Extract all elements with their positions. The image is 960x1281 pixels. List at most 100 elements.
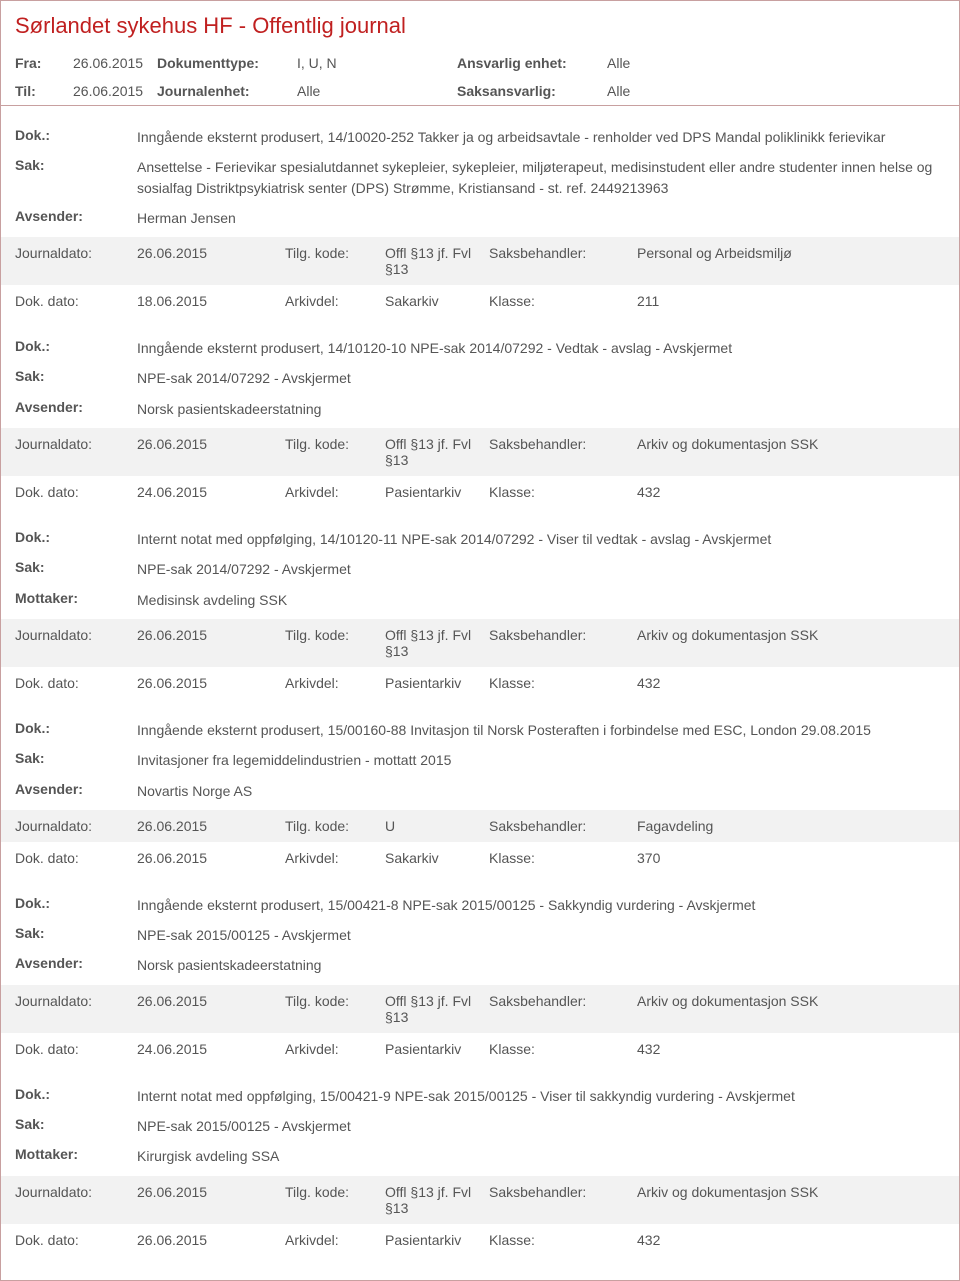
entry-top: Dok.: Internt notat med oppfølging, 14/1… (1, 518, 959, 619)
dokdato-value: 18.06.2015 (137, 293, 285, 309)
party-value: Medisinsk avdeling SSK (137, 590, 945, 610)
sak-label: Sak: (15, 157, 137, 198)
tilgkode-value: U (385, 818, 489, 834)
dokdato-value: 26.06.2015 (137, 850, 285, 866)
journaldato-label: Journaldato: (15, 245, 137, 277)
ansvarlig-value: Alle (607, 55, 630, 71)
party-label: Mottaker: (15, 1146, 137, 1166)
saksbehandler-value: Arkiv og dokumentasjon SSK (637, 993, 945, 1025)
detail-row-1: Journaldato: 26.06.2015 Tilg. kode: U Sa… (1, 810, 959, 842)
dok-label: Dok.: (15, 720, 137, 740)
detail-row-2: Dok. dato: 24.06.2015 Arkivdel: Pasienta… (1, 476, 959, 508)
party-row: Mottaker: Medisinsk avdeling SSK (15, 585, 945, 615)
dok-value: Inngående eksternt produsert, 15/00421-8… (137, 895, 945, 915)
sak-row: Sak: NPE-sak 2015/00125 - Avskjermet (15, 1111, 945, 1141)
klasse-value: 211 (637, 293, 945, 309)
journaldato-label: Journaldato: (15, 1184, 137, 1216)
dok-value: Internt notat med oppfølging, 14/10120-1… (137, 529, 945, 549)
dokdato-label: Dok. dato: (15, 1041, 137, 1057)
sak-row: Sak: NPE-sak 2014/07292 - Avskjermet (15, 363, 945, 393)
fra-label: Fra: (15, 55, 73, 71)
entry-top: Dok.: Inngående eksternt produsert, 14/1… (1, 116, 959, 237)
party-row: Avsender: Novartis Norge AS (15, 776, 945, 806)
dokdato-label: Dok. dato: (15, 1232, 137, 1248)
page-title: Sørlandet sykehus HF - Offentlig journal (1, 1, 959, 49)
klasse-label: Klasse: (489, 484, 637, 500)
party-row: Avsender: Herman Jensen (15, 203, 945, 233)
arkivdel-value: Pasientarkiv (385, 675, 489, 691)
til-date: 26.06.2015 (73, 83, 157, 99)
journal-entry: Dok.: Internt notat med oppfølging, 15/0… (1, 1075, 959, 1256)
klasse-label: Klasse: (489, 1041, 637, 1057)
saksbehandler-label: Saksbehandler: (489, 436, 637, 468)
sak-row: Sak: NPE-sak 2015/00125 - Avskjermet (15, 920, 945, 950)
journal-entry: Dok.: Inngående eksternt produsert, 15/0… (1, 884, 959, 1065)
party-label: Avsender: (15, 955, 137, 975)
dok-row: Dok.: Inngående eksternt produsert, 14/1… (15, 122, 945, 152)
dok-row: Dok.: Internt notat med oppfølging, 15/0… (15, 1081, 945, 1111)
detail-row-2: Dok. dato: 24.06.2015 Arkivdel: Pasienta… (1, 1033, 959, 1065)
detail-row-2: Dok. dato: 26.06.2015 Arkivdel: Pasienta… (1, 667, 959, 699)
dokdato-value: 26.06.2015 (137, 675, 285, 691)
dok-row: Dok.: Inngående eksternt produsert, 15/0… (15, 890, 945, 920)
journal-entry: Dok.: Internt notat med oppfølging, 14/1… (1, 518, 959, 699)
party-label: Mottaker: (15, 590, 137, 610)
arkivdel-label: Arkivdel: (285, 484, 385, 500)
page-header: Sørlandet sykehus HF - Offentlig journal… (1, 1, 959, 106)
entry-top: Dok.: Inngående eksternt produsert, 15/0… (1, 709, 959, 810)
tilgkode-value: Offl §13 jf. Fvl §13 (385, 1184, 489, 1216)
journal-entry: Dok.: Inngående eksternt produsert, 14/1… (1, 116, 959, 317)
journal-page: Sørlandet sykehus HF - Offentlig journal… (0, 0, 960, 1281)
saksbehandler-value: Arkiv og dokumentasjon SSK (637, 627, 945, 659)
klasse-label: Klasse: (489, 293, 637, 309)
arkivdel-value: Sakarkiv (385, 850, 489, 866)
arkivdel-value: Pasientarkiv (385, 484, 489, 500)
journalenhet-label: Journalenhet: (157, 83, 297, 99)
tilgkode-label: Tilg. kode: (285, 818, 385, 834)
doktype-value: I, U, N (297, 55, 457, 71)
party-value: Kirurgisk avdeling SSA (137, 1146, 945, 1166)
detail-row-1: Journaldato: 26.06.2015 Tilg. kode: Offl… (1, 985, 959, 1033)
party-value: Norsk pasientskadeerstatning (137, 399, 945, 419)
detail-row-2: Dok. dato: 18.06.2015 Arkivdel: Sakarkiv… (1, 285, 959, 317)
sak-value: NPE-sak 2014/07292 - Avskjermet (137, 368, 945, 388)
klasse-value: 432 (637, 484, 945, 500)
saksbehandler-value: Personal og Arbeidsmiljø (637, 245, 945, 277)
entries-list: Dok.: Inngående eksternt produsert, 14/1… (1, 116, 959, 1276)
dokdato-value: 24.06.2015 (137, 484, 285, 500)
saksbehandler-label: Saksbehandler: (489, 993, 637, 1025)
sak-label: Sak: (15, 1116, 137, 1136)
klasse-label: Klasse: (489, 850, 637, 866)
sak-label: Sak: (15, 368, 137, 388)
sak-value: NPE-sak 2015/00125 - Avskjermet (137, 925, 945, 945)
party-value: Herman Jensen (137, 208, 945, 228)
arkivdel-label: Arkivdel: (285, 850, 385, 866)
sak-row: Sak: NPE-sak 2014/07292 - Avskjermet (15, 554, 945, 584)
tilgkode-value: Offl §13 jf. Fvl §13 (385, 993, 489, 1025)
sak-value: Invitasjoner fra legemiddelindustrien - … (137, 750, 945, 770)
arkivdel-value: Pasientarkiv (385, 1041, 489, 1057)
til-label: Til: (15, 83, 73, 99)
dok-value: Inngående eksternt produsert, 15/00160-8… (137, 720, 945, 740)
saksbehandler-label: Saksbehandler: (489, 1184, 637, 1216)
tilgkode-label: Tilg. kode: (285, 436, 385, 468)
journal-entry: Dok.: Inngående eksternt produsert, 14/1… (1, 327, 959, 508)
dok-label: Dok.: (15, 338, 137, 358)
sak-label: Sak: (15, 559, 137, 579)
dok-value: Inngående eksternt produsert, 14/10020-2… (137, 127, 945, 147)
journaldato-label: Journaldato: (15, 993, 137, 1025)
journaldato-label: Journaldato: (15, 627, 137, 659)
sak-value: Ansettelse - Ferievikar spesialutdannet … (137, 157, 945, 198)
journaldato-value: 26.06.2015 (137, 436, 285, 468)
tilgkode-label: Tilg. kode: (285, 1184, 385, 1216)
tilgkode-label: Tilg. kode: (285, 627, 385, 659)
detail-row-2: Dok. dato: 26.06.2015 Arkivdel: Pasienta… (1, 1224, 959, 1256)
party-value: Novartis Norge AS (137, 781, 945, 801)
dok-row: Dok.: Inngående eksternt produsert, 14/1… (15, 333, 945, 363)
journaldato-label: Journaldato: (15, 436, 137, 468)
journalenhet-value: Alle (297, 83, 457, 99)
arkivdel-label: Arkivdel: (285, 675, 385, 691)
arkivdel-value: Pasientarkiv (385, 1232, 489, 1248)
arkivdel-label: Arkivdel: (285, 1232, 385, 1248)
dok-label: Dok.: (15, 895, 137, 915)
